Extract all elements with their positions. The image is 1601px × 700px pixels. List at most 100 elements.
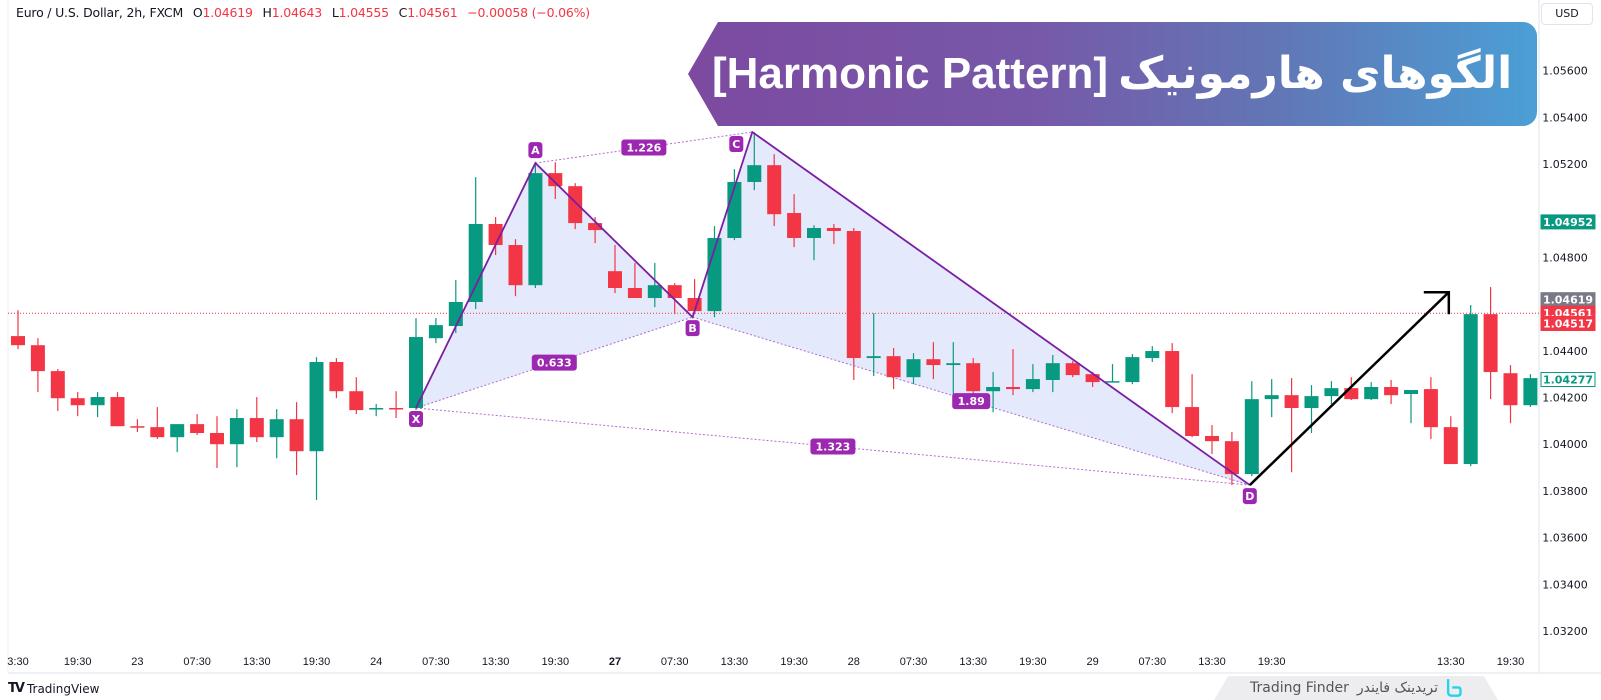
candle-body	[389, 408, 404, 410]
candle-body	[846, 231, 861, 359]
candle-body	[1503, 373, 1518, 406]
candle	[986, 372, 1001, 413]
candle	[389, 391, 404, 419]
candle	[488, 217, 503, 256]
candle	[548, 162, 563, 200]
time-tick-label: 07:30	[1139, 656, 1167, 668]
price-label-text: 1.04619	[1543, 294, 1593, 307]
candle	[1045, 355, 1060, 393]
candle	[1523, 374, 1538, 408]
ratio-label-1-323-text: 1.323	[816, 441, 851, 454]
ohlc-close-key: C	[398, 5, 408, 20]
candle-body	[1423, 389, 1438, 428]
candle-body	[1025, 379, 1040, 390]
ohlc-high-value: 1.04643	[271, 5, 323, 20]
candle-body	[787, 213, 802, 239]
candle-body	[627, 287, 642, 299]
candle	[886, 347, 901, 390]
candle	[349, 377, 364, 415]
point-label-c-box	[729, 136, 744, 153]
candle-body	[329, 362, 344, 392]
price-tick-label: 1.05600	[1542, 65, 1588, 78]
candle	[229, 409, 244, 468]
time-tick-label: 13:30	[1437, 656, 1465, 668]
candle-body	[190, 424, 205, 433]
candle-body	[1045, 363, 1060, 380]
candle	[1284, 378, 1299, 473]
candle-body	[966, 363, 981, 392]
candle	[70, 392, 85, 417]
candle	[190, 414, 205, 436]
candle-body	[349, 391, 364, 411]
candle-body	[548, 173, 563, 187]
time-tick-label: 29	[1086, 656, 1098, 668]
candle	[1404, 390, 1418, 424]
price-axis-label: 1.04952	[1540, 214, 1596, 230]
candle-body	[826, 227, 841, 232]
time-tick-label: 13:30	[243, 656, 271, 668]
candle-body	[1324, 388, 1339, 397]
watermark-name-en: Trading Finder	[1249, 680, 1349, 696]
candle	[1145, 346, 1160, 363]
candle	[1344, 377, 1359, 401]
candle-body	[1065, 363, 1080, 376]
tradingview-branding[interactable]: TV TradingView	[8, 681, 99, 696]
price-change: −0.00058 (−0.06%)	[467, 5, 590, 20]
candle-body	[866, 356, 881, 359]
time-tick-label: 07:30	[422, 656, 450, 668]
candle-body	[1145, 351, 1160, 359]
point-label-b: B	[685, 320, 700, 337]
point-label-x-text: X	[412, 413, 421, 426]
candle-body	[1384, 386, 1399, 396]
title-banner: [Harmonic Pattern] الگوهای هارمونیک	[688, 22, 1537, 126]
currency-button[interactable]: USD	[1541, 3, 1593, 25]
candle-body	[747, 165, 762, 182]
candle	[1025, 364, 1040, 393]
candle-body	[588, 223, 603, 231]
candle-body	[1523, 378, 1538, 406]
ratio-label-1-323: 1.323	[810, 438, 856, 455]
banner-title-fa: الگوهای هارمونیک	[1118, 48, 1513, 99]
candle-body	[1304, 396, 1319, 409]
candle-body	[150, 427, 165, 438]
ohlc-close-value: 1.04561	[407, 5, 458, 20]
tradingview-logo-icon: TV	[8, 681, 25, 696]
price-label-text: 1.04517	[1543, 317, 1593, 330]
candle-body	[946, 363, 961, 366]
candle-body	[1443, 427, 1458, 465]
price-tick-label: 1.04800	[1542, 251, 1588, 264]
time-tick-label: 3:30	[7, 656, 28, 668]
candle-body	[767, 165, 782, 215]
candle-body	[667, 285, 682, 299]
candle-body	[30, 345, 45, 372]
candle-body	[110, 397, 125, 427]
ratio-label-1-89-box	[952, 393, 991, 410]
ratio-label-0-633: 0.633	[531, 354, 577, 371]
price-axis-label: 1.04619	[1540, 292, 1596, 308]
time-tick-label: 13:30	[721, 656, 749, 668]
candle	[289, 402, 304, 476]
candle	[428, 318, 443, 344]
arrow-head	[1423, 290, 1451, 315]
candle	[50, 369, 65, 412]
price-tick-label: 1.05200	[1542, 158, 1588, 171]
price-tick-label: 1.03600	[1542, 532, 1588, 545]
point-label-x: X	[409, 411, 423, 428]
candle-body	[1125, 357, 1140, 383]
candle	[1483, 287, 1498, 400]
candle-body	[1224, 441, 1239, 475]
candle-body	[1284, 395, 1299, 409]
point-label-b-text: B	[688, 322, 696, 335]
candle-body	[289, 419, 304, 452]
candle-body	[886, 356, 901, 378]
candle	[1384, 379, 1399, 405]
candle-body	[409, 337, 423, 409]
time-tick-label: 28	[848, 656, 860, 668]
candle	[1364, 382, 1379, 401]
price-axis-label: 1.04277	[1540, 372, 1596, 388]
candle-body	[448, 301, 463, 327]
pattern-fill-xab	[416, 163, 693, 409]
candle	[11, 310, 25, 350]
candle	[906, 353, 921, 385]
